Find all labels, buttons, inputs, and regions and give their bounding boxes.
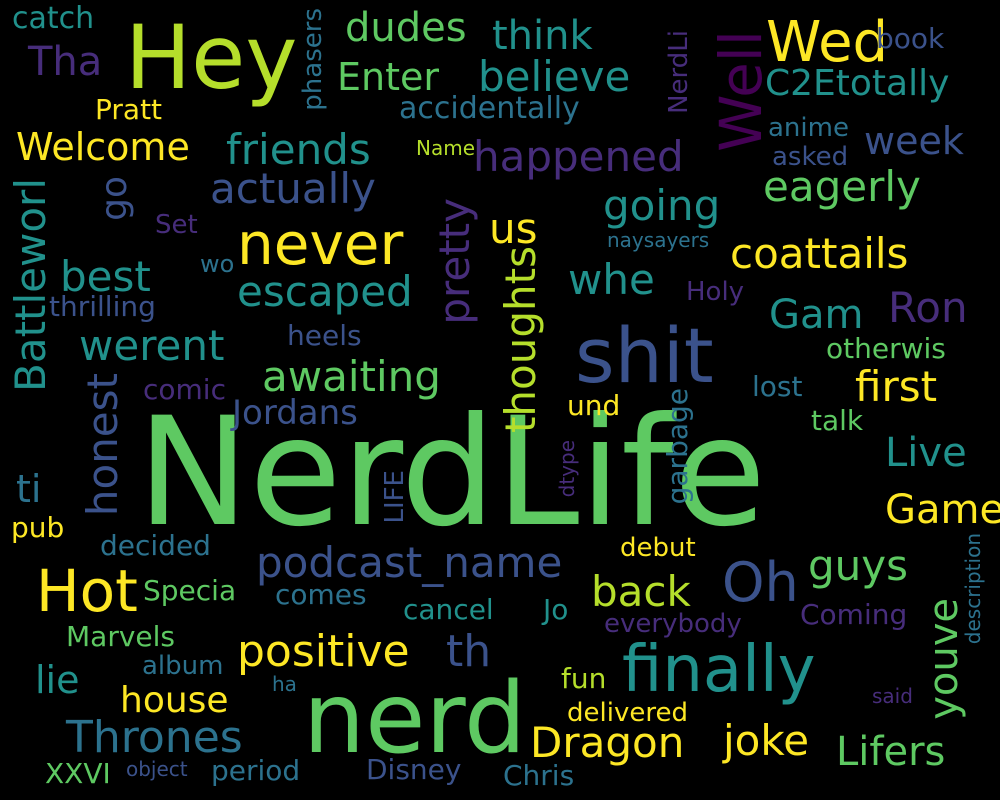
word-book: book bbox=[876, 22, 945, 55]
word-escaped: escaped bbox=[237, 267, 413, 316]
word-naysayers: naysayers bbox=[607, 228, 710, 252]
word-und: und bbox=[567, 389, 621, 422]
word-go: go bbox=[94, 176, 135, 221]
word-well: Well bbox=[707, 30, 775, 152]
word-live: Live bbox=[885, 430, 967, 476]
word-honest: honest bbox=[78, 373, 127, 517]
word-pretty: pretty bbox=[430, 198, 479, 325]
word-nerdlife: NerdLife bbox=[137, 386, 767, 560]
word-ron: Ron bbox=[888, 283, 968, 332]
word-finally: finally bbox=[622, 633, 816, 707]
word-catch: catch bbox=[12, 1, 95, 36]
word-th: th bbox=[446, 626, 492, 677]
word-marvels: Marvels bbox=[66, 620, 175, 653]
word-first: first bbox=[855, 362, 938, 411]
word-disney: Disney bbox=[366, 753, 462, 786]
word-chris: Chris bbox=[503, 759, 575, 792]
word-name: Name bbox=[416, 136, 476, 160]
word-comic: comic bbox=[143, 373, 226, 406]
word-whe: whe bbox=[568, 255, 655, 304]
word-awaiting: awaiting bbox=[262, 352, 441, 401]
word-podcast-name: podcast_name bbox=[256, 538, 563, 587]
word-thrones: Thrones bbox=[66, 712, 243, 763]
word-jo: Jo bbox=[543, 593, 569, 626]
word-believe: believe bbox=[478, 52, 631, 101]
word-best: best bbox=[60, 252, 151, 301]
word-specia: Specia bbox=[143, 574, 237, 607]
word-joke: joke bbox=[723, 716, 810, 765]
word-guys: guys bbox=[808, 541, 909, 590]
word-think: think bbox=[492, 13, 593, 59]
word-dragon: Dragon bbox=[530, 718, 685, 767]
word-coming: Coming bbox=[800, 598, 908, 631]
word-nerdli: NerdLi bbox=[664, 30, 694, 114]
word-set: Set bbox=[155, 210, 198, 240]
word-nerd: nerd bbox=[303, 662, 527, 776]
word-positive: positive bbox=[237, 626, 410, 677]
word-hot: Hot bbox=[36, 557, 138, 625]
word-gam: Gam bbox=[769, 292, 864, 338]
word-anime: anime bbox=[768, 113, 849, 143]
word-coattails: coattails bbox=[730, 229, 909, 278]
word-going: going bbox=[603, 181, 721, 230]
word-accidentally: accidentally bbox=[399, 91, 580, 126]
word-battleworl: Battleworl bbox=[6, 178, 55, 392]
word-youve: youve bbox=[921, 598, 967, 720]
word-talk: talk bbox=[811, 404, 864, 437]
word-debut: debut bbox=[620, 533, 696, 563]
word-object: object bbox=[126, 757, 188, 781]
word-dtype: dtype bbox=[555, 440, 579, 498]
word-enter: Enter bbox=[337, 55, 439, 99]
word-friends: friends bbox=[226, 125, 371, 174]
word-jordans: Jordans bbox=[232, 393, 358, 433]
word-decided: decided bbox=[100, 529, 211, 562]
word-us: us bbox=[489, 204, 538, 253]
word-ti: ti bbox=[16, 467, 42, 511]
word-lifers: Lifers bbox=[836, 729, 946, 775]
word-album: album bbox=[142, 651, 224, 681]
word-thoughts: thoughts bbox=[496, 246, 545, 434]
word-week: week bbox=[864, 119, 964, 163]
word-garbage: garbage bbox=[661, 388, 694, 505]
word-phasers: phasers bbox=[298, 8, 328, 111]
word-cancel: cancel bbox=[403, 593, 494, 626]
word-wed: Wed bbox=[766, 10, 889, 75]
word-wo: wo bbox=[200, 250, 235, 278]
word-c2etotally: C2Etotally bbox=[765, 63, 950, 104]
word-heels: heels bbox=[287, 319, 362, 352]
word-delivered: delivered bbox=[567, 698, 688, 728]
word-back: back bbox=[591, 567, 691, 616]
word-eagerly: eagerly bbox=[763, 162, 921, 211]
word-lost: lost bbox=[752, 370, 803, 403]
word-werent: werent bbox=[79, 321, 225, 370]
word-actually: actually bbox=[210, 164, 376, 213]
word-otherwis: otherwis bbox=[826, 332, 946, 365]
word-happened: happened bbox=[473, 132, 684, 181]
word-pub: pub bbox=[11, 511, 65, 544]
word-everybody: everybody bbox=[604, 609, 742, 639]
word-life: LIFE bbox=[380, 470, 410, 524]
word-thrilling: thrilling bbox=[49, 290, 156, 323]
word-asked: asked bbox=[772, 142, 849, 172]
word-period: period bbox=[211, 754, 301, 787]
word-dudes: dudes bbox=[345, 5, 467, 51]
word-lie: lie bbox=[35, 658, 80, 702]
word-shit: shit bbox=[575, 311, 714, 400]
word-game: Game bbox=[885, 487, 1000, 533]
word-description: description bbox=[961, 533, 985, 645]
word-comes: comes bbox=[275, 578, 367, 611]
word-holy: Holy bbox=[686, 277, 745, 307]
word-said: said bbox=[872, 684, 913, 708]
word-ha: ha bbox=[272, 672, 297, 696]
word-never: never bbox=[237, 210, 404, 278]
word-oh: Oh bbox=[722, 551, 799, 614]
word-tha: Tha bbox=[28, 39, 103, 85]
word-fun: fun bbox=[561, 662, 607, 695]
word-xxvi: XXVI bbox=[45, 757, 111, 790]
word-pratt: Pratt bbox=[95, 93, 163, 126]
word-hey: Hey bbox=[125, 6, 298, 109]
word-house: house bbox=[120, 680, 229, 721]
word-welcome: Welcome bbox=[16, 125, 190, 169]
